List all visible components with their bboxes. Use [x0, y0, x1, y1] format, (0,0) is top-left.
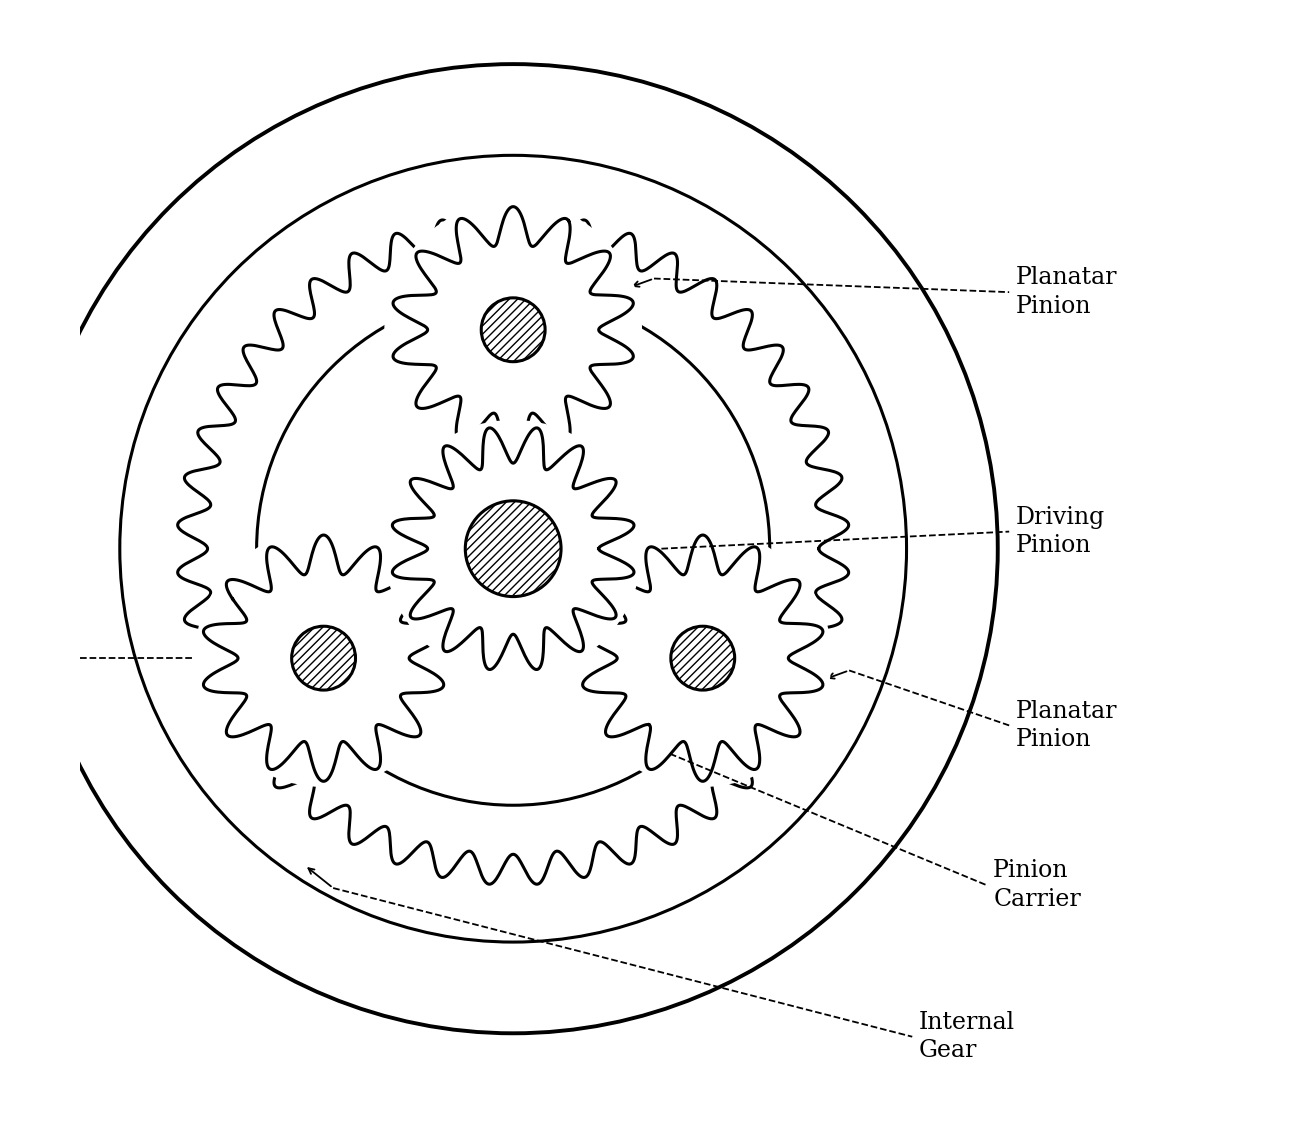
Circle shape [385, 201, 642, 458]
Circle shape [29, 64, 998, 1033]
Text: Internal
Gear: Internal Gear [919, 1012, 1015, 1062]
Polygon shape [393, 207, 633, 453]
Circle shape [195, 529, 452, 788]
Text: Planatar
Pinion: Planatar Pinion [1017, 700, 1118, 751]
Circle shape [291, 626, 355, 690]
Polygon shape [393, 427, 634, 670]
Polygon shape [178, 214, 849, 885]
Circle shape [671, 626, 734, 690]
Circle shape [573, 529, 832, 788]
Text: Planatar
Pinion: Planatar Pinion [1017, 266, 1118, 318]
Polygon shape [203, 535, 443, 782]
Circle shape [481, 298, 545, 361]
Circle shape [120, 155, 906, 942]
Circle shape [385, 419, 642, 678]
Circle shape [256, 293, 770, 806]
Text: Driving
Pinion: Driving Pinion [1017, 506, 1105, 558]
Circle shape [465, 501, 562, 597]
Text: Pinion
Carrier: Pinion Carrier [993, 860, 1082, 911]
Polygon shape [582, 535, 823, 782]
